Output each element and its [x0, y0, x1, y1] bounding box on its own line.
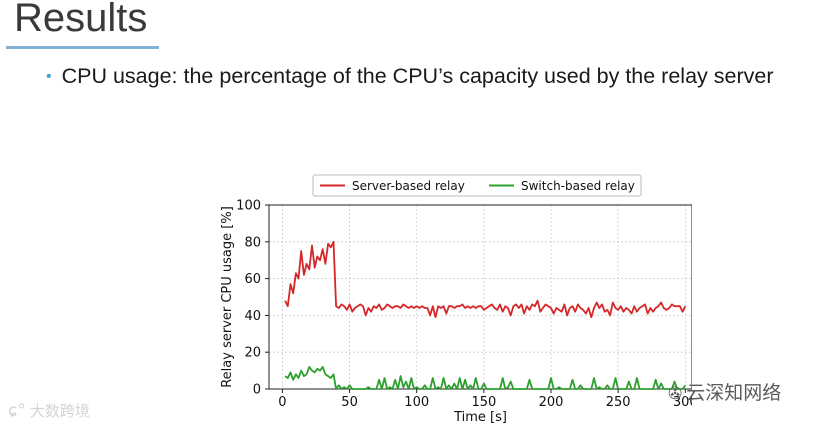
- legend-box: [312, 174, 642, 197]
- plot-frame: [268, 204, 692, 390]
- chart-legend: Server-based relay Switch-based relay: [312, 174, 642, 197]
- x-tick-label: 50: [341, 395, 358, 410]
- legend-label-server-based: Server-based relay: [352, 179, 465, 193]
- x-tick-label: 250: [606, 395, 631, 410]
- series-line-server-based: [284, 240, 687, 319]
- series-line-switch-based: [284, 365, 687, 390]
- y-tick-label: 100: [236, 199, 261, 214]
- y-tick-label: 0: [253, 383, 261, 398]
- y-tick-label: 80: [244, 235, 261, 250]
- y-tick-label: 20: [244, 346, 261, 361]
- watermark-left: ɕ° 大数跨境: [8, 400, 90, 421]
- watermark-right: ✇ 云深知网络: [668, 378, 781, 405]
- x-tick-label: 300: [673, 395, 692, 410]
- x-tick-label: 200: [539, 395, 564, 410]
- bullet-text: CPU usage: the percentage of the CPU’s c…: [61, 64, 774, 88]
- watermark-logo-icon: ɕ°: [8, 401, 26, 421]
- x-tick-label: 100: [404, 395, 429, 410]
- x-tick-label: 150: [471, 395, 496, 410]
- bullet-item: • CPU usage: the percentage of the CPU’s …: [46, 64, 773, 89]
- wechat-logo-icon: ✇: [668, 384, 683, 404]
- y-tick-label: 40: [244, 309, 261, 324]
- cpu-usage-chart: 050100150200250300020406080100 Time [s] …: [220, 174, 692, 425]
- legend-label-switch-based: Switch-based relay: [521, 179, 635, 193]
- watermark-left-text: 大数跨境: [29, 402, 90, 420]
- y-tick-label: 60: [244, 272, 261, 287]
- ticks-layer: 0 50 100 150 200 250 300 0 20 40 60 80 100: [236, 199, 692, 411]
- slide-title: Results: [14, 0, 148, 40]
- y-axis-label: Relay server CPU usage [%]: [220, 206, 235, 388]
- x-axis-label: Time [s]: [453, 410, 507, 425]
- title-underline: [6, 46, 159, 49]
- watermark-right-text: 云深知网络: [686, 382, 782, 404]
- x-tick-label: 0: [278, 395, 286, 410]
- grid-layer: [269, 204, 692, 390]
- bullet-dot-icon: •: [46, 68, 52, 85]
